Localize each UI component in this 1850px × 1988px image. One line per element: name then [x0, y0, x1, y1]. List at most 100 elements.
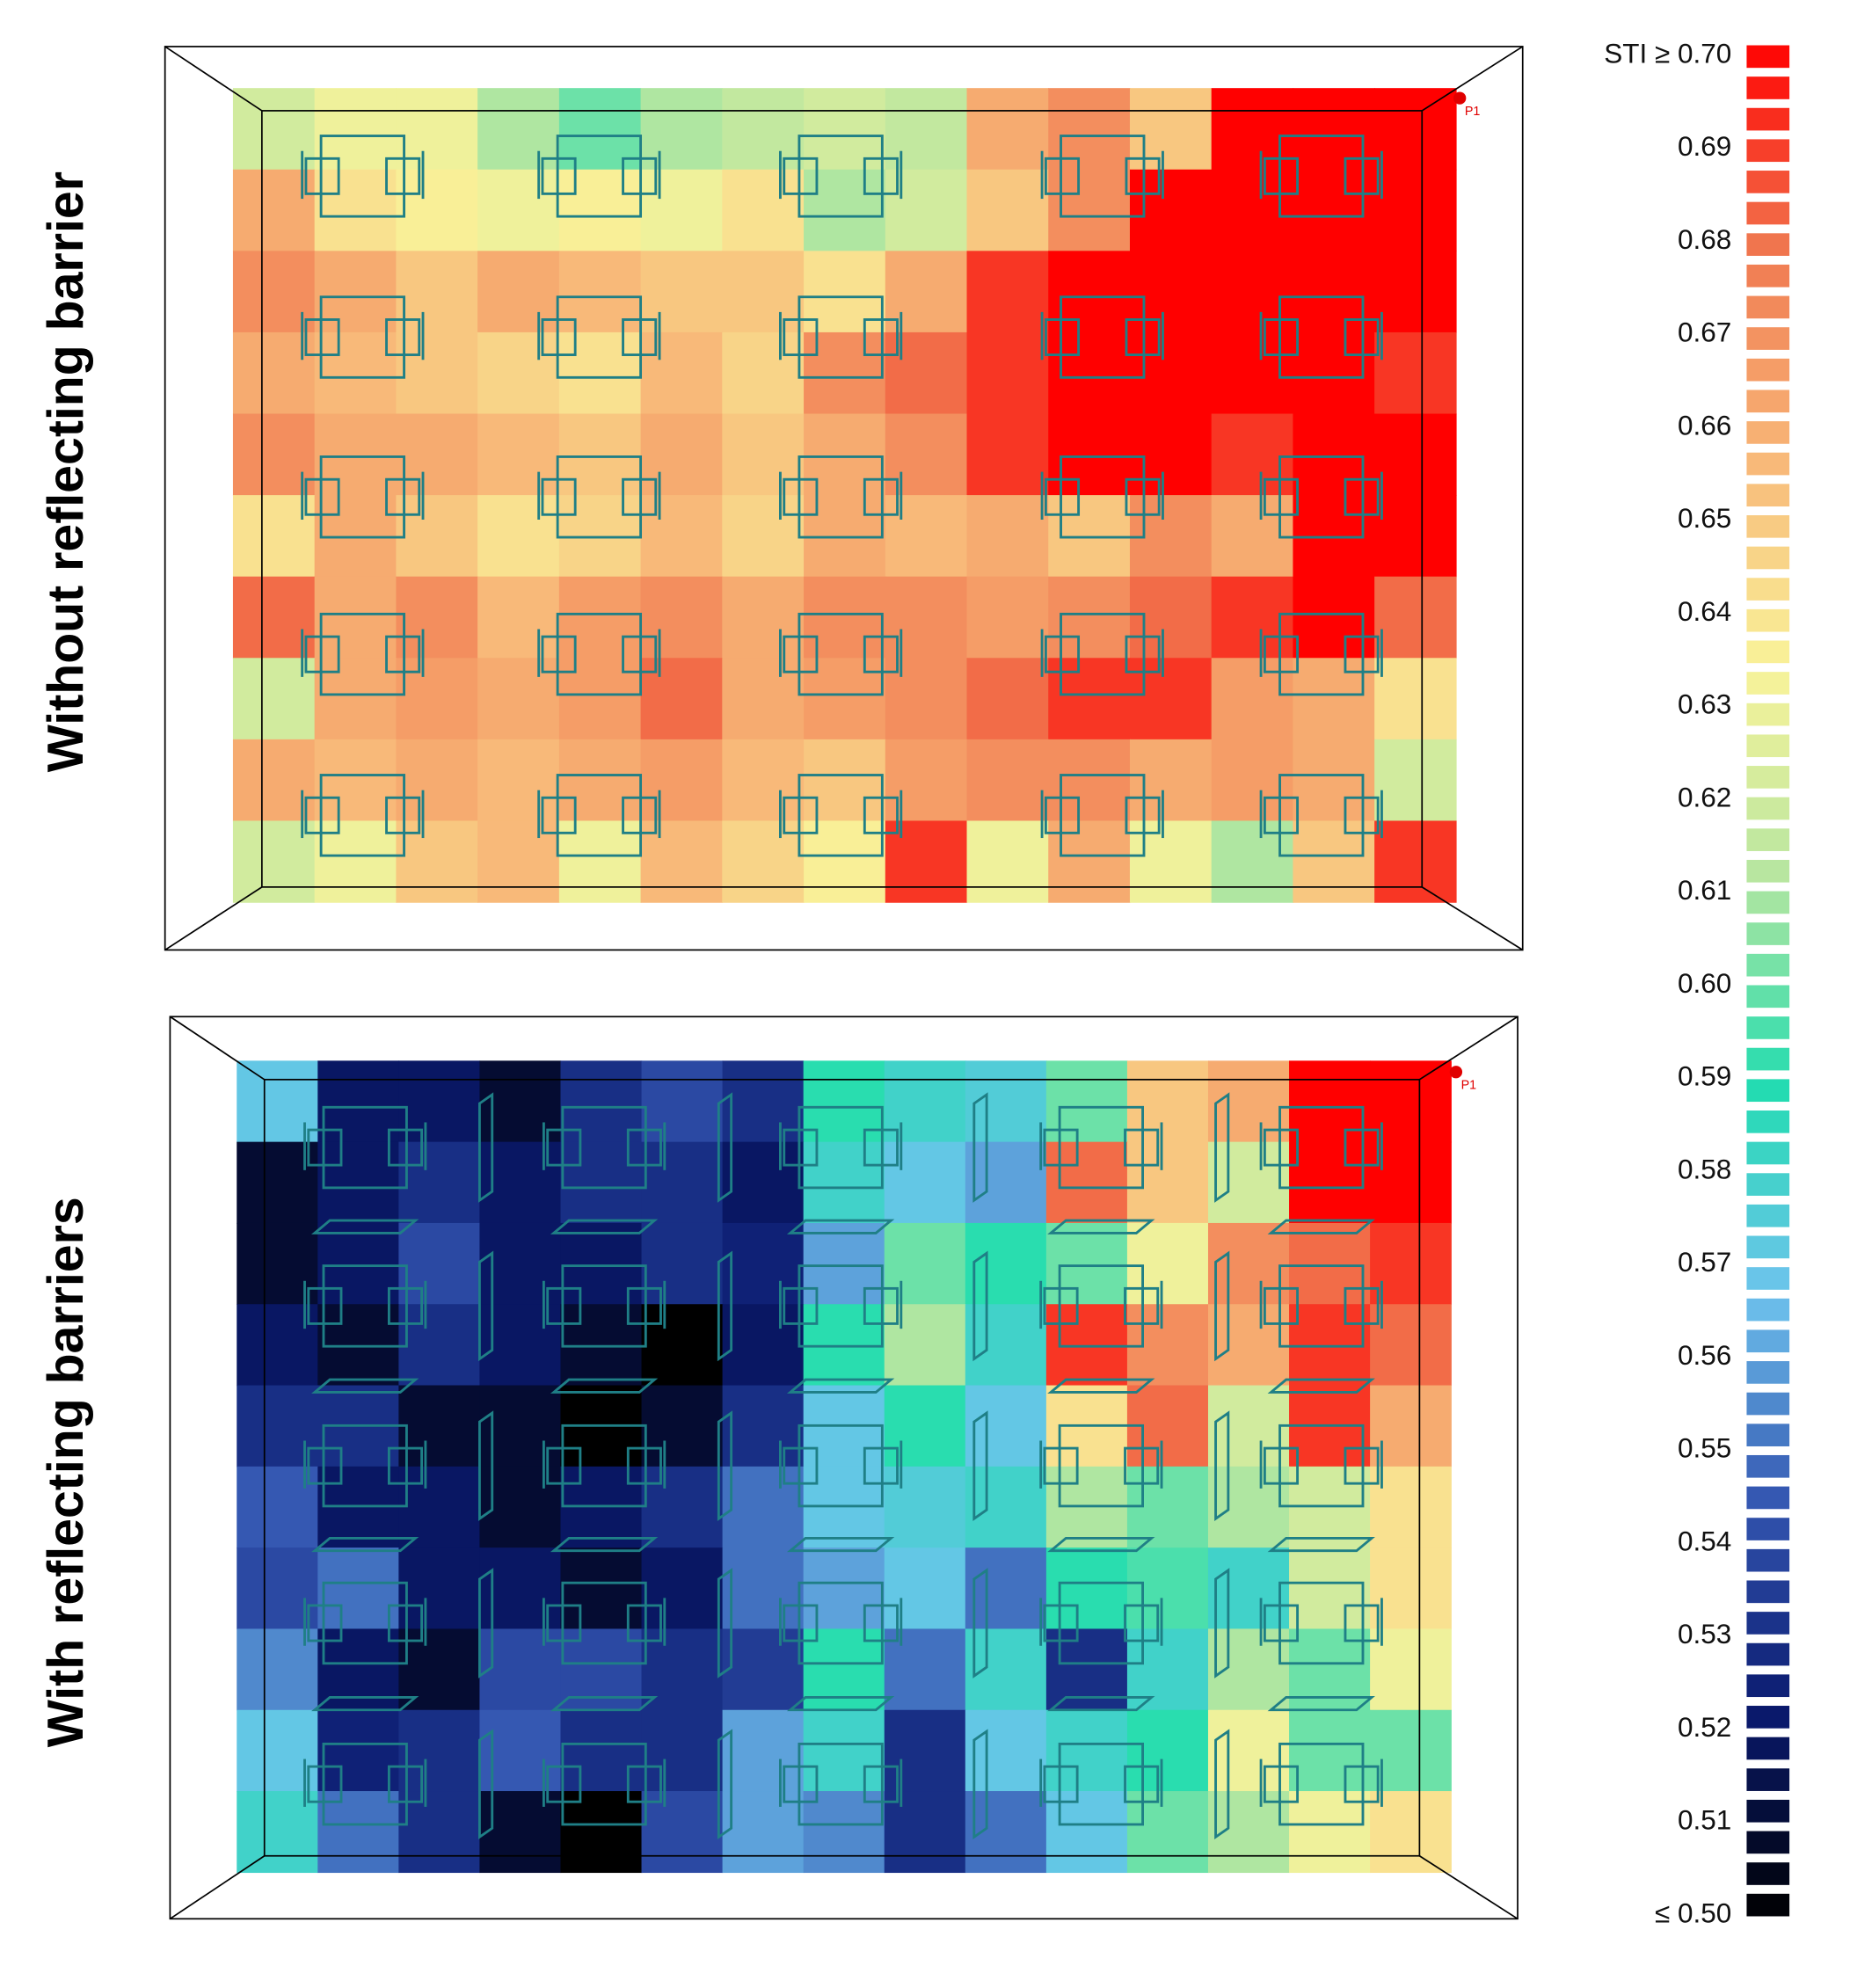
heatmap-cell	[237, 1709, 319, 1792]
colorbar-segment	[1746, 1298, 1790, 1322]
chair	[541, 157, 577, 195]
chair	[307, 1286, 343, 1325]
heatmap-cell	[1289, 1709, 1371, 1792]
chair	[1263, 318, 1300, 356]
chair	[1344, 477, 1380, 516]
heatmap-cell	[1374, 820, 1457, 903]
colorbar-segment	[1746, 1831, 1790, 1854]
chair	[541, 318, 577, 356]
heatmap-cell	[965, 1709, 1047, 1792]
chair	[1344, 1128, 1380, 1167]
colorbar-tick-label: 0.59	[1678, 1061, 1731, 1092]
desk	[319, 612, 405, 696]
colorbar-tick-label: 0.53	[1678, 1619, 1731, 1649]
colorbar-segment	[1746, 1580, 1790, 1604]
colorbar-segment	[1746, 1079, 1790, 1103]
barrier	[550, 1696, 659, 1712]
source-point	[1453, 91, 1467, 105]
heatmap-cell	[1211, 331, 1294, 415]
heatmap-panel: P1 With reflecting barriers	[38, 1016, 1519, 1920]
chair	[783, 1446, 819, 1485]
heatmap-cell	[722, 1385, 805, 1467]
heatmap-cell	[1211, 739, 1294, 822]
desk	[556, 455, 643, 539]
colorbar-tick-label: 0.63	[1678, 689, 1731, 720]
heatmap-cell	[396, 169, 478, 252]
heatmap-cell	[1370, 1060, 1452, 1143]
desk	[556, 612, 643, 696]
chair	[1263, 1765, 1300, 1803]
heatmap-cell	[1293, 820, 1375, 903]
heatmap-cell	[965, 1466, 1047, 1548]
chair	[387, 1446, 424, 1485]
chair	[1263, 477, 1300, 516]
heatmap-cell	[966, 820, 1049, 903]
desk	[1060, 295, 1146, 379]
desk	[1058, 1424, 1144, 1508]
barrier	[786, 1219, 895, 1234]
heatmap-cell	[966, 413, 1049, 496]
chair	[863, 1446, 899, 1485]
heatmap-cell	[1293, 576, 1375, 659]
chair	[1044, 635, 1081, 674]
colorbar-segment	[1746, 1392, 1790, 1416]
colorbar-segment	[1746, 107, 1790, 131]
room-edge	[1418, 1855, 1519, 1920]
heatmap-cell	[722, 1628, 805, 1711]
colorbar-segment	[1746, 421, 1790, 444]
chair	[863, 1128, 899, 1167]
heatmap-cell	[398, 1547, 481, 1630]
colorbar-segment	[1746, 233, 1790, 256]
chair	[385, 477, 421, 516]
heatmap-cell	[1207, 1628, 1290, 1711]
heatmap-cell	[640, 331, 724, 415]
heatmap-cell	[640, 169, 724, 252]
heatmap-cell	[558, 88, 642, 171]
heatmap-cell	[314, 820, 397, 903]
chair	[1044, 796, 1081, 834]
heatmap-cell	[396, 495, 478, 578]
heatmap-cell	[396, 88, 478, 171]
chair	[626, 1446, 662, 1485]
heatmap-cell	[317, 1547, 400, 1630]
colorbar-segment	[1746, 703, 1790, 726]
barrier	[1047, 1378, 1155, 1394]
barrier	[1267, 1536, 1375, 1553]
room-outline	[169, 1016, 1519, 1920]
barrier	[717, 1568, 733, 1679]
heatmap-cell	[1289, 1547, 1371, 1630]
heatmap-cell	[885, 88, 968, 171]
colorbar-tick-label: 0.57	[1678, 1247, 1731, 1278]
desk	[1278, 612, 1365, 696]
chair	[863, 1604, 899, 1642]
heatmap-cell	[314, 331, 397, 415]
chair	[783, 157, 819, 195]
chair	[783, 635, 819, 674]
source-label: P1	[1461, 1079, 1477, 1093]
heatmap-cell	[885, 658, 968, 740]
heatmap-cell	[314, 739, 397, 822]
colorbar-tick-label: 0.51	[1678, 1805, 1731, 1836]
heatmap-panel: P1 Without reflecting barrier	[38, 46, 1524, 951]
colorbar-tick-label: 0.61	[1678, 875, 1731, 906]
panel-title: Without reflecting barrier	[38, 171, 94, 772]
desk	[1278, 1742, 1365, 1826]
heatmap-cell	[640, 739, 724, 822]
desk	[319, 455, 405, 539]
heatmap-cell	[1207, 1304, 1290, 1387]
heatmap-cell	[398, 1141, 481, 1224]
heatmap-cell	[237, 1791, 319, 1874]
heatmap-cell	[722, 1709, 805, 1792]
chair	[622, 157, 658, 195]
barrier	[477, 1568, 494, 1679]
barrier	[311, 1536, 419, 1553]
chair	[546, 1286, 582, 1325]
chair	[1263, 157, 1300, 195]
colorbar-segment	[1746, 1016, 1790, 1039]
heatmap-cell	[1126, 1141, 1209, 1224]
heatmap-cell	[1207, 1547, 1290, 1630]
colorbar-segment	[1746, 1862, 1790, 1885]
heatmap-cell	[558, 820, 642, 903]
colorbar-tick-label: 0.68	[1678, 224, 1731, 255]
heatmap-cell	[477, 331, 560, 415]
